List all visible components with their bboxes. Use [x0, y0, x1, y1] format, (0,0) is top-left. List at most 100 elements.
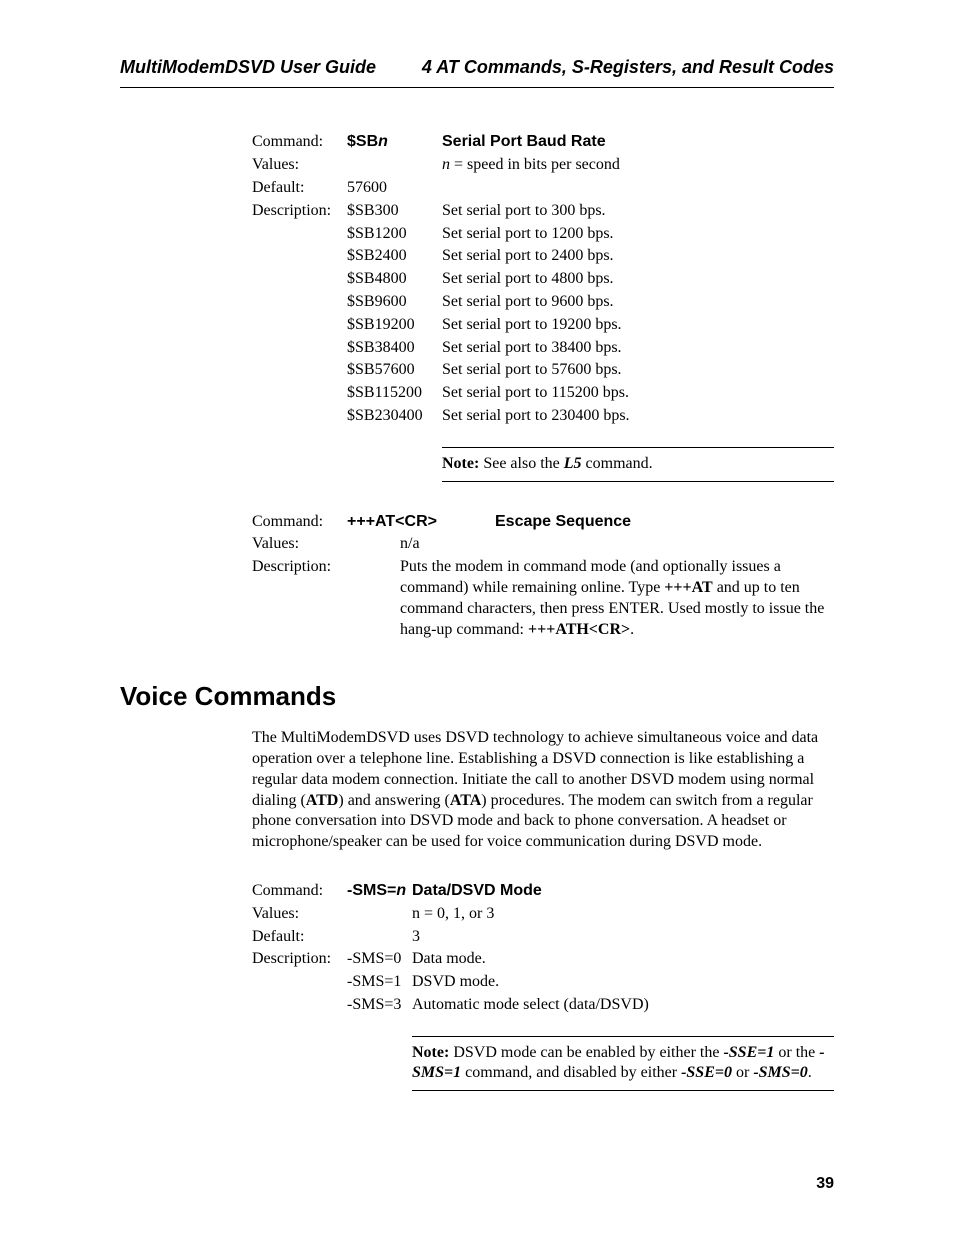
sms-desc-row-2: -SMS=3 Automatic mode select (data/DSVD) — [252, 995, 834, 1016]
sms-default-row: Default: 3 — [252, 927, 834, 948]
page: MultiModemDSVD User Guide 4 AT Commands,… — [0, 0, 954, 1235]
sms-code-2: -SMS=3 — [347, 995, 412, 1016]
sb-cmd: $SBn — [347, 132, 442, 153]
sb-values-sep: = — [450, 156, 467, 173]
sms-note-b4: -SMS=0 — [753, 1064, 807, 1081]
sb-desc-row-0: Description: $SB300 Set serial port to 3… — [252, 201, 834, 222]
sb-values-var: n — [442, 156, 450, 173]
sb-desc-6: Set serial port to 38400 bps. — [442, 338, 834, 359]
sb-note: Note: See also the L5 command. — [442, 447, 834, 482]
page-number: 39 — [816, 1174, 834, 1195]
sms-cmd: -SMS=n — [347, 881, 412, 902]
sb-code-6: $SB38400 — [347, 338, 442, 359]
sms-desc-1: DSVD mode. — [412, 972, 834, 993]
voice-atd: ATD — [306, 792, 339, 809]
sb-code-9: $SB230400 — [347, 406, 442, 427]
sms-default-value: 3 — [412, 927, 834, 948]
label-default: Default: — [252, 178, 347, 199]
sms-cmd-text: -SMS= — [347, 882, 396, 899]
sms-note-b3: -SSE=0 — [681, 1064, 732, 1081]
sb-desc-5: Set serial port to 19200 bps. — [442, 315, 834, 336]
label-values: Values: — [252, 534, 347, 555]
sb-code-5: $SB19200 — [347, 315, 442, 336]
note-before: See also the — [479, 455, 563, 472]
sb-desc-row-1: $SB1200 Set serial port to 1200 bps. — [252, 224, 834, 245]
voice-ata: ATA — [450, 792, 481, 809]
voice-para-mid: ) and answering ( — [338, 792, 450, 809]
sb-desc-3: Set serial port to 4800 bps. — [442, 269, 834, 290]
esc-desc-bold2: +++ATH<CR> — [528, 621, 630, 638]
voice-paragraph: The MultiModemDSVD uses DSVD technology … — [252, 728, 834, 853]
esc-values-row: Values: n/a — [252, 534, 834, 555]
sb-desc-row-3: $SB4800 Set serial port to 4800 bps. — [252, 269, 834, 290]
sb-cmd-var: n — [378, 133, 388, 150]
header-right: 4 AT Commands, S-Registers, and Result C… — [422, 56, 834, 79]
voice-commands-heading: Voice Commands — [120, 680, 834, 714]
sb-desc-row-2: $SB2400 Set serial port to 2400 bps. — [252, 246, 834, 267]
esc-cmd: +++AT<CR> — [347, 512, 495, 533]
sms-desc-0: Data mode. — [412, 949, 834, 970]
label-default: Default: — [252, 927, 347, 948]
sb-values-row: Values: n = speed in bits per second — [252, 155, 834, 176]
sms-note: Note: DSVD mode can be enabled by either… — [412, 1036, 834, 1092]
label-command: Command: — [252, 512, 347, 533]
sms-desc-row-0: Description: -SMS=0 Data mode. — [252, 949, 834, 970]
esc-cmd-title: Escape Sequence — [495, 512, 834, 533]
sms-note-t1: DSVD mode can be enabled by either the — [449, 1044, 723, 1061]
sms-values-value: n = 0, 1, or 3 — [412, 904, 834, 925]
sb-desc-row-9: $SB230400 Set serial port to 230400 bps. — [252, 406, 834, 427]
sb-desc-row-4: $SB9600 Set serial port to 9600 bps. — [252, 292, 834, 313]
note-cmd: L5 — [564, 455, 582, 472]
sms-note-t4: or — [732, 1064, 753, 1081]
sb-code-3: $SB4800 — [347, 269, 442, 290]
sms-desc-row-1: -SMS=1 DSVD mode. — [252, 972, 834, 993]
sb-desc-7: Set serial port to 57600 bps. — [442, 360, 834, 381]
label-command: Command: — [252, 881, 347, 902]
sb-command-block: Command: $SBn Serial Port Baud Rate Valu… — [252, 132, 834, 481]
esc-command-row: Command: +++AT<CR> Escape Sequence — [252, 512, 834, 533]
sb-cmd-title: Serial Port Baud Rate — [442, 132, 834, 153]
sb-desc-row-5: $SB19200 Set serial port to 19200 bps. — [252, 315, 834, 336]
sb-desc-9: Set serial port to 230400 bps. — [442, 406, 834, 427]
sms-code-0: -SMS=0 — [347, 949, 412, 970]
sms-note-t3: command, and disabled by either — [461, 1064, 681, 1081]
note-after: command. — [582, 455, 653, 472]
header-left: MultiModemDSVD User Guide — [120, 56, 376, 79]
sms-cmd-var: n — [396, 882, 406, 899]
sb-code-8: $SB115200 — [347, 383, 442, 404]
esc-desc-bold1: +++AT — [664, 579, 712, 596]
label-description: Description: — [252, 201, 347, 222]
sms-note-b1: -SSE=1 — [723, 1044, 774, 1061]
label-description: Description: — [252, 949, 347, 970]
sb-desc-row-7: $SB57600 Set serial port to 57600 bps. — [252, 360, 834, 381]
sb-command-row: Command: $SBn Serial Port Baud Rate — [252, 132, 834, 153]
label-command: Command: — [252, 132, 347, 153]
label-values: Values: — [252, 904, 347, 925]
esc-desc-after: . — [630, 621, 634, 638]
sb-code-1: $SB1200 — [347, 224, 442, 245]
sb-desc-2: Set serial port to 2400 bps. — [442, 246, 834, 267]
sb-desc-row-8: $SB115200 Set serial port to 115200 bps. — [252, 383, 834, 404]
sb-code-4: $SB9600 — [347, 292, 442, 313]
esc-desc-row: Description: Puts the modem in command m… — [252, 557, 834, 640]
label-description: Description: — [252, 557, 347, 640]
sb-code-7: $SB57600 — [347, 360, 442, 381]
sb-note-row: Note: See also the L5 command. — [252, 429, 834, 482]
esc-values-value: n/a — [400, 534, 834, 555]
sms-command-row: Command: -SMS=n Data/DSVD Mode — [252, 881, 834, 902]
sb-default-value: 57600 — [347, 178, 834, 199]
sb-desc-8: Set serial port to 115200 bps. — [442, 383, 834, 404]
sms-note-row: Note: DSVD mode can be enabled by either… — [252, 1018, 834, 1092]
sb-code-0: $SB300 — [347, 201, 442, 222]
note-label: Note: — [442, 455, 479, 472]
sms-code-1: -SMS=1 — [347, 972, 412, 993]
sb-default-row: Default: 57600 — [252, 178, 834, 199]
sb-cmd-text: $SB — [347, 133, 378, 150]
sb-values-text: speed in bits per second — [467, 156, 620, 173]
label-values: Values: — [252, 155, 347, 176]
sb-values: n = speed in bits per second — [442, 155, 834, 176]
sms-desc-2: Automatic mode select (data/DSVD) — [412, 995, 834, 1016]
sms-note-t5: . — [808, 1064, 812, 1081]
sms-values-row: Values: n = 0, 1, or 3 — [252, 904, 834, 925]
esc-description: Puts the modem in command mode (and opti… — [400, 557, 834, 640]
